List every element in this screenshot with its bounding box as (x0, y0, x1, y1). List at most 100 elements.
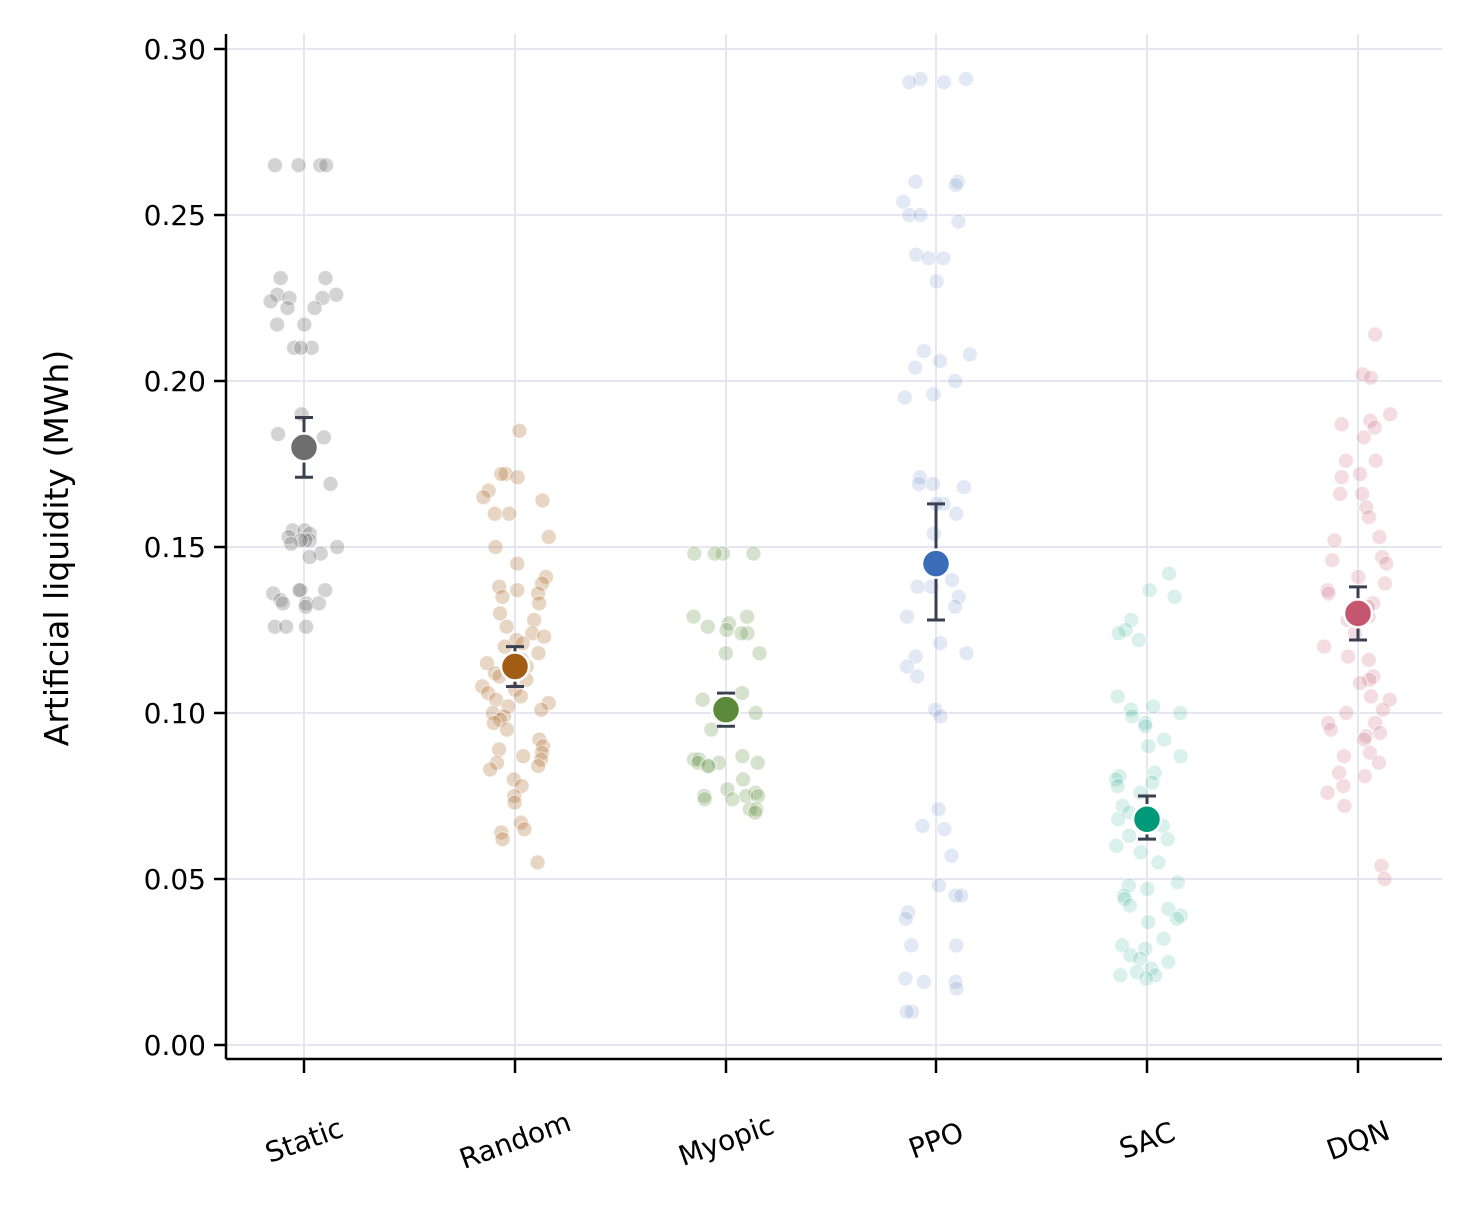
data-point-dqn (1333, 416, 1350, 433)
data-point-sac (1130, 632, 1147, 648)
data-point-dqn (1335, 778, 1352, 794)
data-point-myopic (706, 545, 723, 562)
data-point-ppo (898, 1003, 915, 1020)
data-point-random (535, 738, 552, 755)
data-point-sac (1137, 718, 1154, 735)
data-point-random (531, 595, 548, 612)
y-tick-label: 0.05 (144, 863, 206, 896)
data-point-static (269, 286, 286, 303)
y-tick-label: 0.10 (144, 697, 206, 730)
data-point-dqn (1352, 466, 1368, 482)
data-point-dqn (1361, 671, 1378, 688)
data-point-sac (1112, 967, 1129, 984)
data-point-dqn (1326, 532, 1343, 549)
data-point-ppo (927, 701, 944, 718)
data-point-dqn (1371, 529, 1388, 545)
data-point-dqn (1370, 754, 1387, 771)
data-point-sac (1145, 698, 1162, 715)
data-point-dqn (1362, 744, 1378, 761)
data-point-ppo (914, 817, 931, 834)
data-point-random (516, 821, 533, 838)
data-point-static (262, 293, 279, 310)
data-point-random (491, 578, 508, 595)
data-point-dqn (1331, 764, 1348, 781)
data-point-ppo (928, 273, 945, 290)
mean-marker-sac (1131, 803, 1163, 835)
data-point-sac (1146, 764, 1163, 781)
data-point-ppo (901, 207, 918, 223)
data-point-static (281, 290, 298, 306)
data-point-dqn (1350, 568, 1367, 585)
data-point-random (500, 698, 517, 715)
data-point-dqn (1367, 715, 1384, 731)
data-point-random (533, 701, 550, 718)
data-point-static (267, 157, 283, 174)
mean-marker-myopic (710, 694, 742, 725)
data-point-static (303, 339, 320, 356)
data-point-dqn (1382, 406, 1399, 423)
data-point-random (493, 466, 510, 482)
data-point-static (291, 582, 308, 599)
data-point-dqn (1360, 509, 1377, 526)
data-point-sac (1159, 831, 1176, 848)
y-axis-label: Artificial liquidity (MWh) (37, 350, 76, 746)
data-point-random (515, 748, 532, 765)
data-point-sac (1123, 701, 1140, 718)
data-point-ppo (947, 973, 964, 990)
data-point-sac (1169, 874, 1186, 891)
data-point-dqn (1376, 871, 1393, 887)
data-point-ppo (948, 505, 965, 522)
data-point-sac (1172, 705, 1189, 721)
data-point-myopic (734, 685, 751, 702)
data-point-random (482, 761, 499, 778)
data-point-ppo (943, 847, 960, 864)
data-point-ppo (930, 877, 947, 894)
data-point-myopic (696, 791, 713, 808)
data-point-static (328, 286, 345, 303)
data-point-sac (1122, 897, 1138, 914)
data-point-myopic (714, 545, 731, 562)
data-point-sac (1141, 582, 1158, 599)
y-tick-label: 0.25 (144, 199, 206, 232)
data-point-dqn (1377, 575, 1393, 592)
data-point-ppo (931, 353, 948, 370)
data-point-random (480, 482, 497, 499)
data-point-ppo (920, 250, 937, 267)
data-point-random (506, 788, 523, 804)
data-point-random (514, 635, 531, 652)
data-point-static (274, 595, 291, 612)
data-point-dqn (1363, 688, 1379, 705)
data-point-sac (1160, 954, 1177, 970)
data-point-myopic (749, 754, 766, 771)
data-point-myopic (686, 545, 703, 562)
data-point-sac (1156, 731, 1173, 748)
data-point-sac (1108, 771, 1124, 788)
data-point-static (269, 316, 286, 333)
data-point-random (480, 685, 497, 702)
data-point-ppo (936, 821, 953, 838)
data-point-random (529, 854, 546, 871)
data-point-myopic (694, 691, 711, 708)
data-point-random (536, 628, 553, 645)
data-point-random (497, 466, 514, 482)
data-point-ppo (901, 74, 918, 91)
data-point-myopic (733, 625, 750, 642)
data-point-ppo (907, 359, 924, 376)
data-point-ppo (895, 193, 912, 210)
data-point-static (293, 406, 310, 423)
data-point-random (494, 588, 511, 605)
data-point-sac (1108, 837, 1125, 854)
data-point-dqn (1360, 651, 1377, 668)
data-point-ppo (909, 578, 926, 595)
y-tick-label: 0.30 (144, 33, 206, 66)
data-point-myopic (718, 622, 735, 638)
data-point-myopic (747, 705, 764, 721)
data-point-random (524, 625, 541, 642)
data-point-random (487, 539, 504, 555)
data-point-sac (1150, 854, 1167, 871)
data-point-dqn (1367, 326, 1384, 343)
data-point-ppo (915, 343, 932, 360)
data-point-ppo (930, 801, 947, 818)
data-point-dqn (1356, 731, 1373, 748)
